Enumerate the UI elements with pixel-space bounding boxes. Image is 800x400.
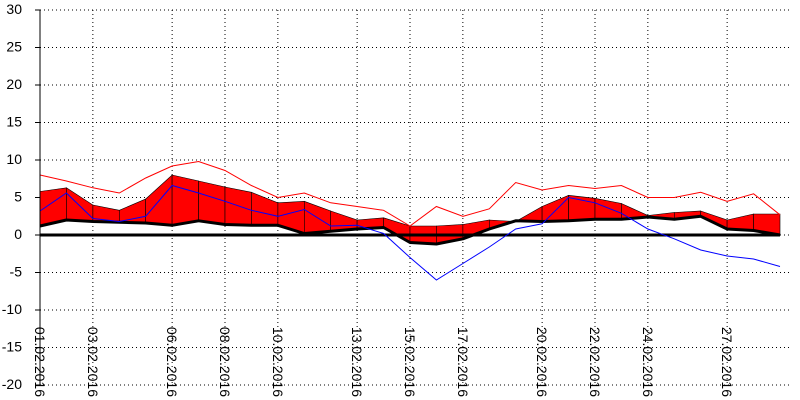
x-tick-label: 06.02.2016: [164, 327, 180, 397]
y-tick-label: -20: [2, 376, 22, 392]
x-axis-ticks: 01.02.2016 03.02.2016 06.02.2016 08.02.2016…: [32, 327, 735, 397]
series-lines: [39, 160, 781, 281]
y-tick-label: 0: [14, 226, 22, 242]
x-tick-label: 15.02.2016: [402, 327, 418, 397]
positive-band: [198, 180, 226, 225]
x-tick-label: 24.02.2016: [640, 327, 656, 397]
series-line-lower-thick: [39, 214, 781, 246]
y-tick-label: 30: [6, 1, 22, 17]
y-tick-label: -5: [10, 264, 23, 280]
x-tick-label: 20.02.2016: [534, 327, 550, 397]
x-tick-label: 08.02.2016: [217, 327, 233, 397]
series-line-red-thin: [39, 160, 781, 227]
x-tick-label: 10.02.2016: [270, 327, 286, 397]
y-tick-label: 25: [6, 39, 22, 55]
y-tick-label: -15: [2, 339, 22, 355]
positive-band: [568, 194, 596, 222]
x-tick-label: 22.02.2016: [587, 327, 603, 397]
y-tick-label: 5: [14, 189, 22, 205]
positive-band: [171, 174, 199, 226]
y-tick-label: -10: [2, 301, 22, 317]
x-tick-label: 27.02.2016: [719, 327, 735, 397]
series-line-blue-thin: [39, 184, 781, 281]
x-tick-label: 17.02.2016: [455, 327, 471, 397]
x-tick-label: 13.02.2016: [349, 327, 365, 397]
y-axis-ticks: 30 25 20 15 10 5 0 -5 -10 -15 -20: [2, 1, 40, 392]
x-tick-label: 03.02.2016: [85, 327, 101, 397]
y-tick-label: 15: [6, 114, 22, 130]
y-tick-label: 20: [6, 76, 22, 92]
y-tick-label: 10: [6, 151, 22, 167]
